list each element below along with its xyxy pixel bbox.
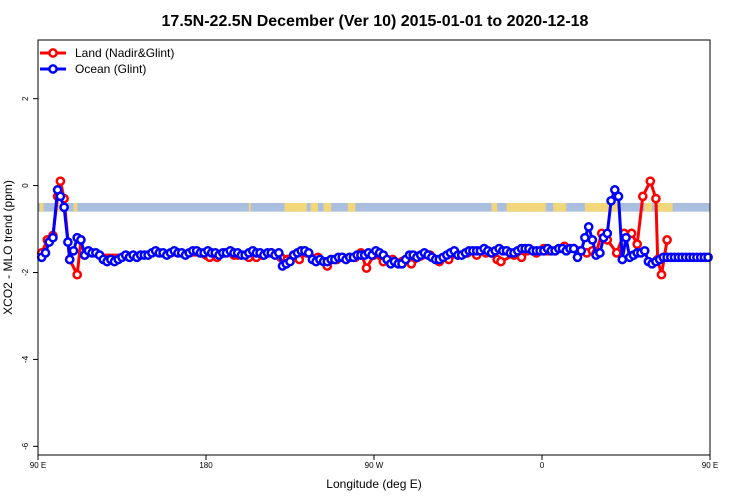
land-band-segment (553, 202, 567, 212)
land-band-segment (248, 202, 251, 212)
data-point (645, 176, 656, 187)
chart-title: 17.5N-22.5N December (Ver 10) 2015-01-01… (162, 13, 589, 30)
legend-item: Land (Nadir&Glint) (40, 46, 174, 60)
data-point (632, 239, 643, 250)
x-tick-label: 90 E (702, 461, 718, 470)
x-tick-label: 90 E (30, 461, 46, 470)
data-point (55, 191, 66, 202)
land-band-segment (323, 202, 332, 212)
data-point (583, 222, 594, 232)
land-band-segment (73, 202, 78, 212)
land-series (36, 176, 672, 280)
data-point (40, 248, 51, 258)
data-point (496, 256, 506, 267)
data-point (580, 232, 590, 243)
data-point (568, 243, 579, 254)
y-axis: -6 -4 -2 0 2 (21, 96, 38, 450)
y-tick-label: 2 (21, 96, 30, 101)
legend-label: Land (Nadir&Glint) (75, 46, 174, 60)
land-band-segment (39, 202, 44, 212)
data-point (606, 195, 616, 206)
data-point (617, 254, 628, 265)
data-point (621, 232, 631, 243)
land-band-segment (657, 202, 673, 212)
y-tick-label: -6 (21, 442, 30, 450)
data-point (662, 235, 672, 245)
land-mask-band (38, 202, 710, 212)
legend-item: Ocean (Glint) (40, 62, 146, 76)
data-point (595, 248, 605, 258)
x-axis: 90 E 180 90 W 0 90 E (30, 455, 718, 470)
land-band-segment (347, 202, 356, 212)
x-tick-label: 0 (540, 461, 545, 470)
data-point (611, 248, 622, 258)
ocean-band (38, 202, 710, 212)
legend-marker (48, 48, 58, 58)
y-axis-label: XCO2 - MLO trend (ppm) (1, 180, 15, 315)
data-point (587, 235, 598, 245)
data-point (703, 252, 713, 263)
data-point (72, 269, 83, 280)
y-tick-label: -4 (21, 355, 30, 363)
data-point (76, 235, 86, 245)
data-point (59, 202, 69, 213)
data-point (48, 232, 58, 243)
data-point (602, 228, 613, 239)
y-tick-label: 0 (21, 183, 30, 188)
land-band-segment (644, 202, 653, 212)
legend: Land (Nadir&Glint) Ocean (Glint) (40, 46, 174, 76)
land-band-segment (584, 202, 621, 212)
x-axis-label: Longitude (deg E) (326, 477, 421, 491)
data-point (656, 269, 667, 280)
legend-marker (48, 64, 58, 74)
x-tick-label: 90 W (365, 461, 384, 470)
data-point (64, 254, 75, 265)
land-band-segment (527, 202, 546, 212)
data-point (68, 245, 79, 256)
series-layer (36, 176, 713, 280)
data-point (55, 176, 66, 187)
data-point (63, 237, 73, 247)
data-point (361, 263, 372, 273)
y-tick-label: -2 (21, 268, 30, 276)
land-band-segment (491, 202, 498, 212)
land-band-segment (295, 202, 307, 212)
land-band-segment (506, 202, 528, 212)
legend-label: Ocean (Glint) (75, 62, 146, 76)
data-point (613, 191, 624, 202)
land-band-segment (310, 202, 318, 212)
data-point (639, 245, 650, 256)
ocean-series (36, 185, 713, 271)
x-tick-label: 180 (199, 461, 213, 470)
data-point (576, 245, 587, 256)
land-band-segment (284, 202, 296, 212)
data-point (273, 248, 284, 258)
data-point (637, 191, 648, 202)
data-point (651, 193, 661, 204)
